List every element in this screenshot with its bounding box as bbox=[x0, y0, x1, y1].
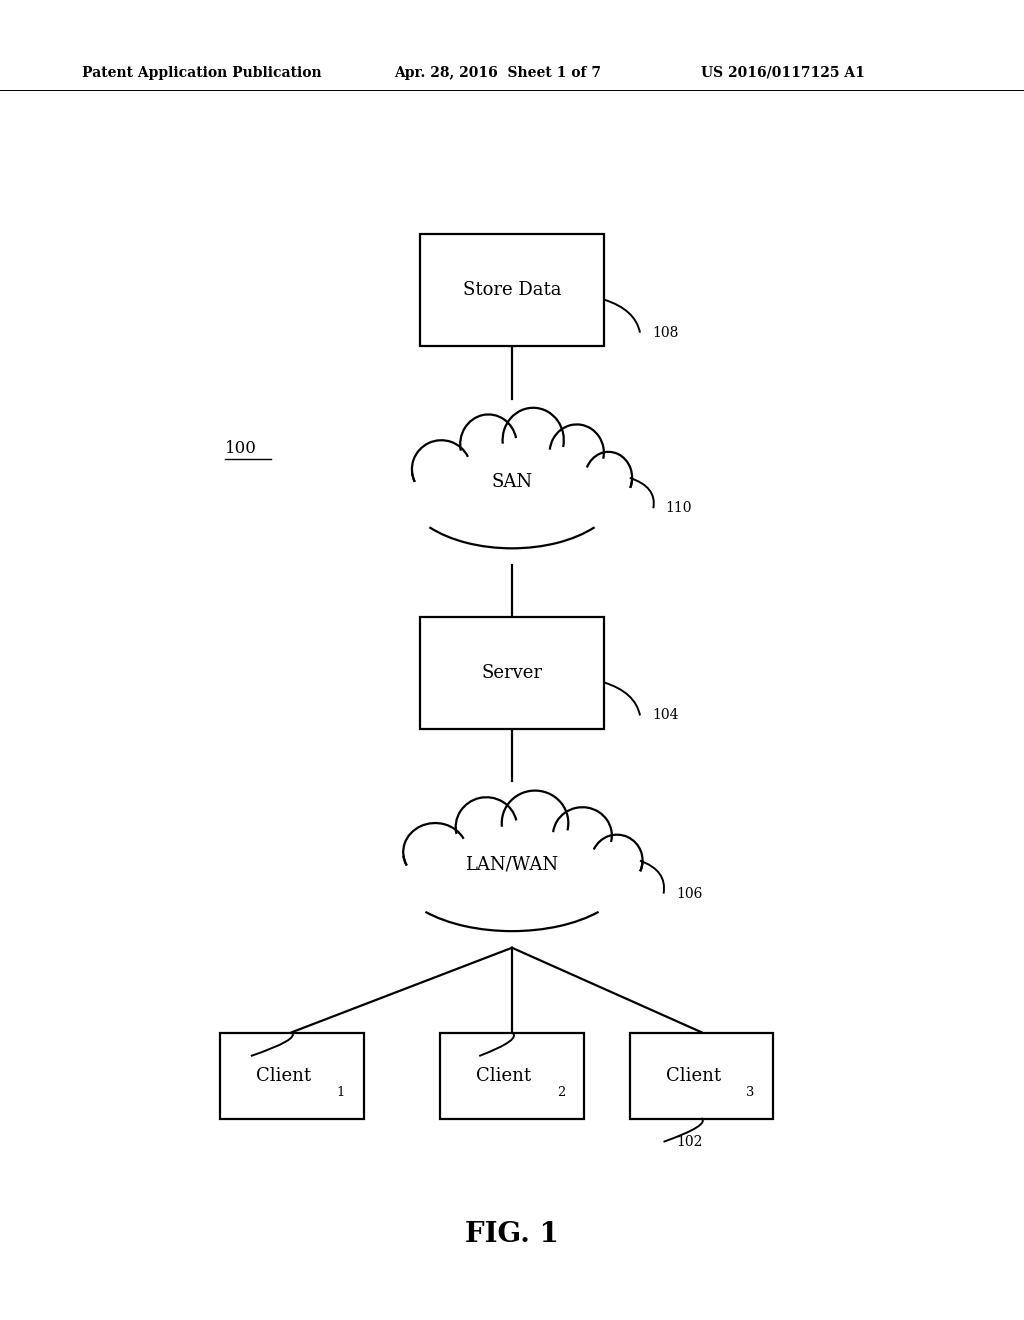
Text: 102: 102 bbox=[492, 1049, 518, 1063]
Text: 102: 102 bbox=[263, 1049, 290, 1063]
Text: 100: 100 bbox=[225, 441, 257, 457]
Text: 3: 3 bbox=[746, 1086, 755, 1100]
Text: Server: Server bbox=[481, 664, 543, 682]
Ellipse shape bbox=[553, 808, 612, 863]
Ellipse shape bbox=[460, 414, 517, 474]
Text: 2: 2 bbox=[557, 1086, 565, 1100]
Text: LAN/WAN: LAN/WAN bbox=[466, 855, 558, 874]
Text: 1: 1 bbox=[337, 1086, 345, 1100]
Ellipse shape bbox=[502, 791, 568, 855]
Text: Store Data: Store Data bbox=[463, 281, 561, 300]
Ellipse shape bbox=[592, 834, 643, 886]
Text: 110: 110 bbox=[666, 502, 692, 515]
Text: Client: Client bbox=[476, 1067, 531, 1085]
Ellipse shape bbox=[403, 824, 467, 882]
Text: 104: 104 bbox=[652, 709, 679, 722]
FancyBboxPatch shape bbox=[420, 235, 604, 346]
Ellipse shape bbox=[456, 797, 517, 857]
FancyBboxPatch shape bbox=[420, 618, 604, 729]
FancyBboxPatch shape bbox=[630, 1032, 773, 1119]
FancyBboxPatch shape bbox=[440, 1032, 584, 1119]
Text: 102: 102 bbox=[676, 1135, 702, 1148]
Text: SAN: SAN bbox=[492, 473, 532, 491]
FancyBboxPatch shape bbox=[220, 1032, 364, 1119]
Text: Patent Application Publication: Patent Application Publication bbox=[82, 66, 322, 79]
Text: Client: Client bbox=[666, 1067, 721, 1085]
Text: 106: 106 bbox=[676, 887, 702, 900]
Ellipse shape bbox=[585, 451, 632, 503]
Ellipse shape bbox=[406, 420, 618, 544]
Ellipse shape bbox=[550, 425, 604, 480]
Ellipse shape bbox=[503, 408, 564, 473]
Text: US 2016/0117125 A1: US 2016/0117125 A1 bbox=[701, 66, 865, 79]
Text: Apr. 28, 2016  Sheet 1 of 7: Apr. 28, 2016 Sheet 1 of 7 bbox=[394, 66, 601, 79]
Text: 108: 108 bbox=[652, 326, 679, 339]
Text: Client: Client bbox=[256, 1067, 311, 1085]
Ellipse shape bbox=[412, 441, 471, 499]
Text: FIG. 1: FIG. 1 bbox=[465, 1221, 559, 1247]
Ellipse shape bbox=[397, 803, 627, 927]
